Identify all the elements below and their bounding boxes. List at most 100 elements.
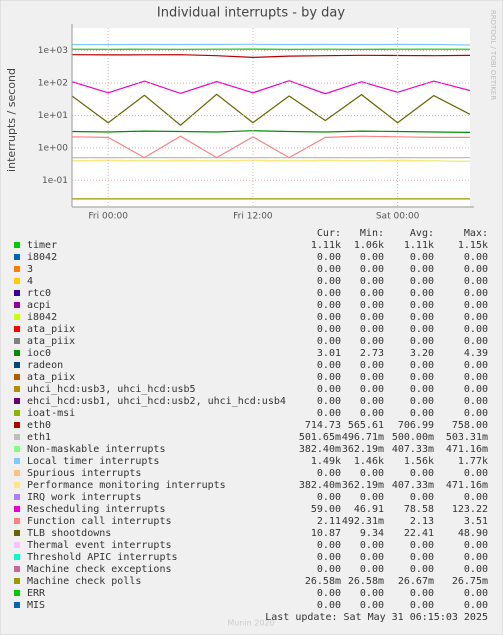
- legend-stat: 0.00: [317, 360, 341, 371]
- legend-swatch: [14, 242, 20, 248]
- legend-swatch: [14, 422, 20, 428]
- legend-swatch: [14, 494, 20, 500]
- legend-stat: 0.00: [410, 600, 434, 611]
- legend-stat: 0.00: [464, 588, 488, 599]
- legend-stat: 362.19m: [342, 480, 384, 491]
- legend-swatch: [14, 482, 20, 488]
- legend-stat: 471.16m: [446, 444, 488, 455]
- legend-swatch: [14, 518, 20, 524]
- series-line: [72, 130, 470, 133]
- legend-stat: 0.00: [360, 384, 384, 395]
- legend-stat: 0.00: [464, 264, 488, 275]
- legend-swatch: [14, 374, 20, 380]
- legend-stat: 0.00: [317, 384, 341, 395]
- legend-stat: 0.00: [360, 600, 384, 611]
- legend-stat: 565.61: [348, 420, 384, 431]
- legend-swatch: [14, 398, 20, 404]
- legend-label: radeon: [27, 360, 63, 371]
- legend-stat: 0.00: [317, 396, 341, 407]
- legend-stat: 714.73: [305, 420, 341, 431]
- legend-label: ioc0: [27, 348, 51, 359]
- legend-stat: 503.31m: [446, 432, 488, 443]
- legend-stat: 0.00: [464, 468, 488, 479]
- legend-swatch: [14, 506, 20, 512]
- legend-stat: 0.00: [360, 492, 384, 503]
- legend-stat: 3.51: [464, 516, 488, 527]
- legend-stat: 0.00: [410, 408, 434, 419]
- legend-label: timer: [27, 240, 57, 251]
- legend-stat: 26.75m: [452, 576, 488, 587]
- legend-stat: 407.33m: [392, 480, 434, 491]
- legend-stat: 0.00: [360, 300, 384, 311]
- legend-label: ehci_hcd:usb1, uhci_hcd:usb2, uhci_hcd:u…: [27, 396, 286, 407]
- legend-swatch: [14, 434, 20, 440]
- legend-stat: 0.00: [360, 324, 384, 335]
- legend-stat: 0.00: [464, 252, 488, 263]
- legend-stat: 10.87: [311, 528, 341, 539]
- legend-stat: 0.00: [317, 408, 341, 419]
- legend-stat: 0.00: [317, 336, 341, 347]
- legend-label: Spurious interrupts: [27, 468, 141, 479]
- legend-stat: 0.00: [410, 264, 434, 275]
- legend-stat: 0.00: [317, 588, 341, 599]
- legend-stat: 0.00: [317, 372, 341, 383]
- side-text: RRDTOOL / TOBI OETIKER: [489, 10, 497, 100]
- legend-stat: 0.00: [464, 564, 488, 575]
- legend-label: 4: [27, 276, 33, 287]
- legend-stat: 0.00: [360, 336, 384, 347]
- legend-stat: 0.00: [317, 264, 341, 275]
- legend-stat: 0.00: [464, 324, 488, 335]
- legend-swatch: [14, 578, 20, 584]
- legend-stat: 48.90: [458, 528, 488, 539]
- legend-label: acpi: [27, 300, 51, 311]
- legend-swatch: [14, 326, 20, 332]
- legend-stat: 0.00: [360, 408, 384, 419]
- legend-stat: 0.00: [360, 564, 384, 575]
- legend-stat: 0.00: [410, 360, 434, 371]
- legend-stat: 0.00: [360, 252, 384, 263]
- y-tick-label: 1e+01: [38, 111, 68, 121]
- legend-stat: 1.11k: [311, 240, 341, 251]
- legend-stat: 0.00: [317, 468, 341, 479]
- legend-stat: 1.11k: [404, 240, 434, 251]
- legend-stat: 0.00: [360, 264, 384, 275]
- legend-stat: 1.49k: [311, 456, 341, 467]
- legend-stat: 2.73: [360, 348, 384, 359]
- legend-swatch: [14, 362, 20, 368]
- legend-stat: 0.00: [410, 384, 434, 395]
- series-line: [72, 135, 470, 159]
- legend-stat: 362.19m: [342, 444, 384, 455]
- legend-stat: 1.77k: [458, 456, 488, 467]
- legend-swatch: [14, 458, 20, 464]
- legend-stat: 0.00: [464, 600, 488, 611]
- series-line: [72, 54, 470, 59]
- legend-stat: 2.11: [317, 516, 341, 527]
- legend-stat: 1.15k: [458, 240, 488, 251]
- legend-label: Local timer interrupts: [27, 456, 159, 467]
- legend-label: Machine check exceptions: [27, 564, 172, 575]
- legend-stat: 492.31m: [342, 516, 384, 527]
- legend-stat: 0.00: [317, 312, 341, 323]
- legend-swatch: [14, 590, 20, 596]
- legend-swatch: [14, 602, 20, 608]
- legend-stat: 0.00: [410, 288, 434, 299]
- legend-stat: 26.58m: [305, 576, 341, 587]
- legend-stat: 0.00: [317, 564, 341, 575]
- legend-label: ERR: [27, 588, 46, 599]
- legend-stat: 0.00: [360, 552, 384, 563]
- legend-swatch: [14, 386, 20, 392]
- legend-stat: 3.20: [410, 348, 434, 359]
- legend-stat: 0.00: [360, 540, 384, 551]
- legend-swatch: [14, 290, 20, 296]
- legend-stat: 0.00: [410, 300, 434, 311]
- legend-stat: 382.40m: [299, 480, 341, 491]
- legend-stat: 9.34: [360, 528, 384, 539]
- legend-stat: 0.00: [410, 252, 434, 263]
- legend-label: ioat-msi: [27, 408, 75, 419]
- footer: Munin 2020: [227, 619, 274, 628]
- legend-label: rtc0: [27, 288, 51, 299]
- legend-stat: 0.00: [410, 324, 434, 335]
- legend-stat: 0.00: [410, 552, 434, 563]
- legend-label: Non-maskable interrupts: [27, 444, 165, 455]
